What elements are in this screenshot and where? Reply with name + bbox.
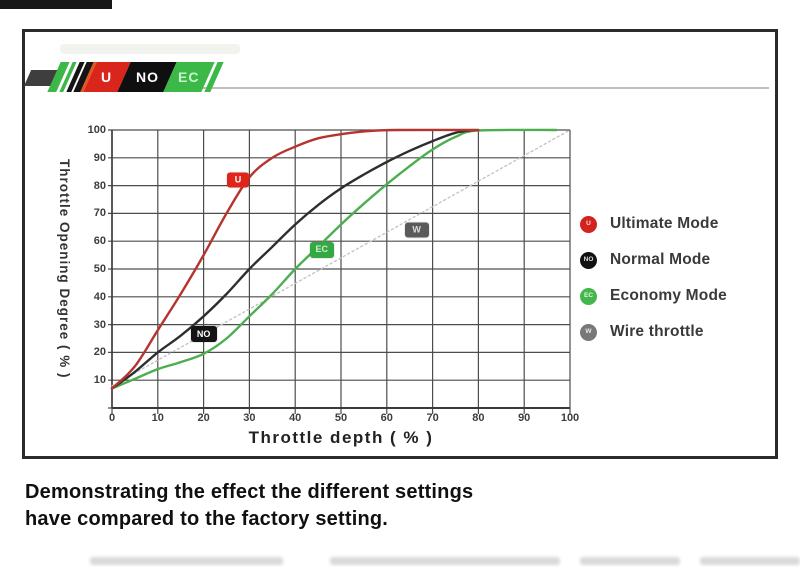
x-tick-label: 50 xyxy=(334,412,348,424)
y-tick-label: 90 xyxy=(93,151,106,164)
logo-mode-strip: U NO EC xyxy=(47,62,224,92)
x-tick-label: 90 xyxy=(518,412,531,424)
curve-badge-u: U xyxy=(226,172,249,188)
x-tick-label: 80 xyxy=(472,412,485,424)
throttle-curve-chart xyxy=(108,128,571,414)
legend-label: Economy Mode xyxy=(610,287,727,304)
legend-dot-icon: EC xyxy=(580,287,597,305)
y-axis-title: Throttle Opening Degree ( % ) xyxy=(57,159,72,379)
caption-line-2: have compared to the factory setting. xyxy=(25,508,389,530)
curve-economy-mode xyxy=(110,128,558,390)
legend-dot-icon: NO xyxy=(580,251,597,269)
logo-block-label: EC xyxy=(178,69,200,85)
x-axis-title: Throttle depth ( % ) xyxy=(248,428,434,447)
top-left-bar xyxy=(0,0,112,9)
y-tick-label: 60 xyxy=(93,235,106,248)
legend-item: U Ultimate Mode xyxy=(580,206,727,242)
y-tick-label: 40 xyxy=(93,290,106,303)
x-tick-label: 10 xyxy=(151,412,164,424)
x-tick-label: 40 xyxy=(289,412,302,424)
legend-label: Wire throttle xyxy=(610,323,704,340)
brand-logo: U NO EC xyxy=(24,62,770,93)
legend-item: NO Normal Mode xyxy=(580,242,727,278)
y-tick-label: 10 xyxy=(93,374,106,387)
cutoff-fragment xyxy=(700,557,800,565)
figure-frame xyxy=(22,29,778,459)
y-tick-label: 50 xyxy=(93,263,106,275)
logo-underline xyxy=(54,87,769,89)
legend-dot-icon: W xyxy=(580,323,597,341)
ghost-smudge xyxy=(60,44,240,54)
y-tick-label: 80 xyxy=(93,179,106,192)
curve-ultimate-mode xyxy=(110,128,480,390)
curve-badge-no: NO xyxy=(190,326,217,343)
legend-label: Ultimate Mode xyxy=(610,215,719,232)
x-tick-label: 20 xyxy=(197,412,210,424)
y-tick-label: 20 xyxy=(93,346,106,359)
x-tick-label: 70 xyxy=(426,412,439,424)
x-tick-label: 60 xyxy=(380,412,393,424)
cutoff-fragment xyxy=(330,557,560,565)
x-tick-label: 30 xyxy=(243,412,256,424)
curve-wire-throttle xyxy=(111,129,571,387)
y-tick-label: 70 xyxy=(93,207,106,220)
curve-badge-ec: EC xyxy=(309,241,334,258)
curve-badge-w: W xyxy=(404,222,429,238)
y-tick-label: 100 xyxy=(87,124,106,136)
legend-item: W Wire throttle xyxy=(580,314,727,350)
cutoff-fragment xyxy=(580,557,680,565)
y-tick-label: 30 xyxy=(93,318,106,331)
logo-block-label: NO xyxy=(135,69,159,85)
x-tick-label: 100 xyxy=(560,412,580,424)
legend-dot-icon: U xyxy=(580,215,597,233)
cutoff-fragment xyxy=(90,557,283,565)
legend-item: EC Economy Mode xyxy=(580,278,727,314)
logo-block-label: U xyxy=(101,69,113,85)
x-tick-label: 0 xyxy=(108,412,116,424)
caption-line-1: Demonstrating the effect the different s… xyxy=(25,481,474,503)
figure-caption: Demonstrating the effect the different s… xyxy=(25,479,505,533)
curve-normal-mode xyxy=(110,128,475,390)
legend-label: Normal Mode xyxy=(610,251,711,268)
chart-legend: U Ultimate Mode NO Normal Mode EC Economy Mod… xyxy=(580,206,727,350)
